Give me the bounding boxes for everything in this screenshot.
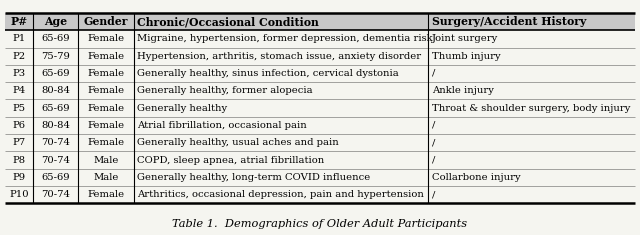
Text: Female: Female — [87, 121, 124, 130]
Text: Age: Age — [44, 16, 67, 27]
Text: Hypertension, arthritis, stomach issue, anxiety disorder: Hypertension, arthritis, stomach issue, … — [138, 52, 422, 61]
Text: Male: Male — [93, 173, 118, 182]
Text: 70-74: 70-74 — [41, 156, 70, 164]
Text: 65-69: 65-69 — [41, 34, 70, 43]
Text: 70-74: 70-74 — [41, 190, 70, 199]
Text: P#: P# — [10, 16, 28, 27]
Text: Female: Female — [87, 34, 124, 43]
Text: Throat & shoulder surgery, body injury: Throat & shoulder surgery, body injury — [432, 104, 630, 113]
Text: /: / — [432, 121, 436, 130]
Text: Female: Female — [87, 86, 124, 95]
Text: /: / — [432, 156, 436, 164]
Text: 75-79: 75-79 — [41, 52, 70, 61]
Text: Ankle injury: Ankle injury — [432, 86, 494, 95]
Text: Joint surgery: Joint surgery — [432, 34, 499, 43]
Text: Female: Female — [87, 69, 124, 78]
Text: P7: P7 — [12, 138, 26, 147]
Text: Gender: Gender — [84, 16, 128, 27]
Text: /: / — [432, 138, 436, 147]
Bar — [5, 13, 635, 30]
Text: Collarbone injury: Collarbone injury — [432, 173, 521, 182]
Text: Thumb injury: Thumb injury — [432, 52, 500, 61]
Text: P10: P10 — [9, 190, 29, 199]
Text: Generally healthy: Generally healthy — [138, 104, 228, 113]
Text: Arthritics, occasional depression, pain and hypertension: Arthritics, occasional depression, pain … — [138, 190, 424, 199]
Text: Female: Female — [87, 52, 124, 61]
Text: P2: P2 — [12, 52, 26, 61]
Text: /: / — [432, 190, 436, 199]
Text: P9: P9 — [12, 173, 26, 182]
Text: Female: Female — [87, 190, 124, 199]
Text: 80-84: 80-84 — [41, 86, 70, 95]
Text: Generally healthy, long-term COVID influence: Generally healthy, long-term COVID influ… — [138, 173, 371, 182]
Text: 65-69: 65-69 — [41, 173, 70, 182]
Text: P1: P1 — [12, 34, 26, 43]
Text: P4: P4 — [12, 86, 26, 95]
Text: Male: Male — [93, 156, 118, 164]
Text: /: / — [432, 69, 436, 78]
Text: P5: P5 — [12, 104, 26, 113]
Text: Female: Female — [87, 138, 124, 147]
Text: Chronic/Occasional Condition: Chronic/Occasional Condition — [138, 16, 319, 27]
Text: P3: P3 — [12, 69, 26, 78]
Text: Migraine, hypertension, former depression, dementia risk: Migraine, hypertension, former depressio… — [138, 34, 433, 43]
Text: COPD, sleep apnea, atrial fibrillation: COPD, sleep apnea, atrial fibrillation — [138, 156, 324, 164]
Text: P8: P8 — [12, 156, 26, 164]
Text: Generally healthy, former alopecia: Generally healthy, former alopecia — [138, 86, 313, 95]
Text: 80-84: 80-84 — [41, 121, 70, 130]
Text: 65-69: 65-69 — [41, 104, 70, 113]
Text: P6: P6 — [12, 121, 26, 130]
Text: Generally healthy, sinus infection, cervical dystonia: Generally healthy, sinus infection, cerv… — [138, 69, 399, 78]
Text: Surgery/Accident History: Surgery/Accident History — [432, 16, 586, 27]
Text: Atrial fibrillation, occasional pain: Atrial fibrillation, occasional pain — [138, 121, 307, 130]
Text: 65-69: 65-69 — [41, 69, 70, 78]
Text: Female: Female — [87, 104, 124, 113]
Text: 70-74: 70-74 — [41, 138, 70, 147]
Text: Table 1.  Demographics of Older Adult Participants: Table 1. Demographics of Older Adult Par… — [172, 219, 468, 229]
Text: Generally healthy, usual aches and pain: Generally healthy, usual aches and pain — [138, 138, 339, 147]
